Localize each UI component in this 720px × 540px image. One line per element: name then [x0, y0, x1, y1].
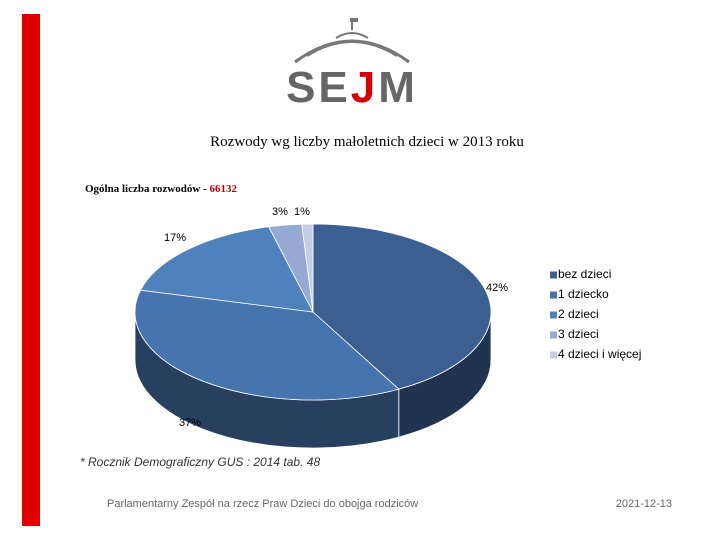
logo-emblem: [294, 18, 410, 64]
slice-top: [139, 226, 314, 313]
slice-top: [134, 289, 400, 401]
pie: 42% 37% 17% 3% 1%: [134, 206, 508, 449]
slice-top: [312, 223, 492, 390]
legend-label: 2 dzieci: [558, 307, 599, 321]
data-label: 17%: [164, 232, 186, 244]
footer-text: Parlamentarny Zespół na rzecz Praw Dziec…: [107, 498, 418, 510]
subtitle-total: 66132: [209, 183, 237, 195]
legend: bez dzieci 1 dziecko 2 dzieci 3 dzieci 4 dzi…: [550, 267, 641, 361]
legend-label: 1 dziecko: [558, 287, 609, 301]
legend-label: 3 dzieci: [558, 327, 599, 341]
footnote: * Rocznik Demograficzny GUS : 2014 tab. …: [80, 455, 320, 469]
data-label: 42%: [486, 282, 508, 294]
logo-text: SEJM: [286, 63, 418, 112]
legend-label: bez dzieci: [558, 267, 611, 281]
chart-title: Rozwody wg liczby małoletnich dzieci w 2…: [210, 134, 524, 150]
data-label: 3%: [272, 206, 288, 218]
footer-date: 2021-12-13: [616, 498, 672, 510]
red-bar: [22, 14, 40, 526]
legend-swatch: [550, 311, 557, 319]
legend-swatch: [550, 271, 557, 279]
data-label: 37%: [179, 417, 201, 429]
chart-subtitle: Ogólna liczba rozwodów - 66132: [85, 183, 237, 195]
pie-slice: [134, 289, 400, 449]
slice-top: [301, 223, 314, 313]
legend-swatch: [550, 291, 557, 299]
subtitle-text: Ogólna liczba rozwodów -: [85, 183, 207, 195]
pie-slice: [301, 223, 314, 313]
legend-swatch: [550, 351, 557, 359]
data-label: 1%: [294, 206, 310, 218]
legend-swatch: [550, 331, 557, 339]
pie-slice: [139, 226, 314, 313]
legend-label: 4 dzieci i więcej: [558, 347, 641, 361]
